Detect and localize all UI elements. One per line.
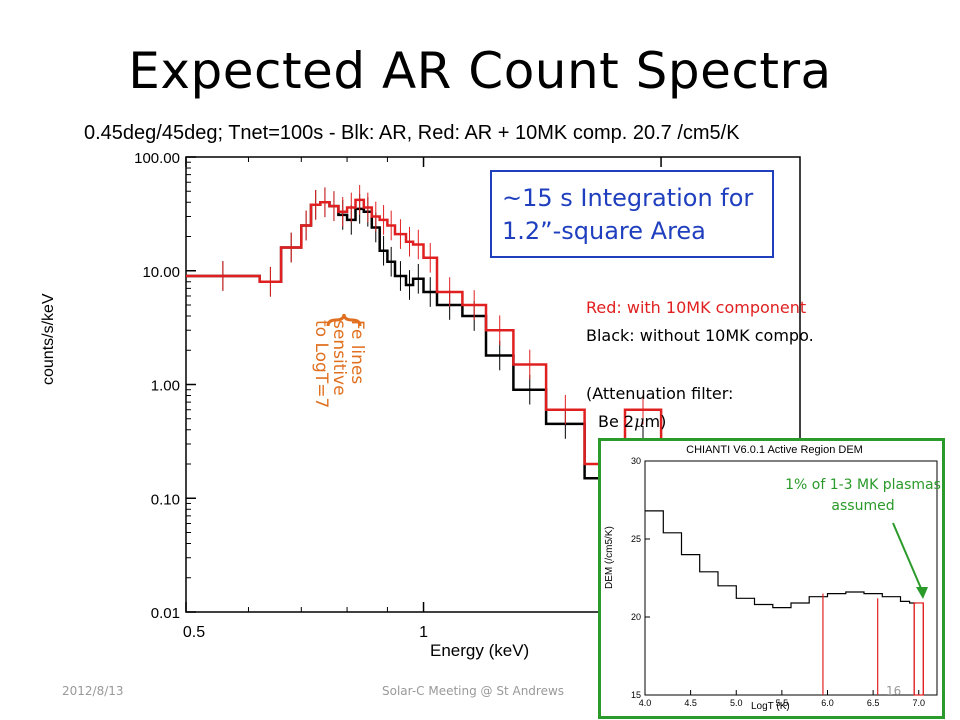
- inset-x-label: LogT (K): [751, 701, 790, 712]
- dem-inset: CHIANTI V6.0.1 Active Region DEM 4.0 4.5 5…: [598, 438, 945, 719]
- y-tick-label: 1.00: [151, 378, 180, 395]
- slide-title: Expected AR Count Spectra: [128, 42, 832, 100]
- plot-title: 0.45deg/45deg; Tnet=100s - Blk: AR, Red:…: [84, 122, 740, 144]
- series-line-1: [186, 198, 800, 559]
- filter-suffix: m): [644, 412, 667, 431]
- y-tick-label: 10.00: [142, 264, 180, 281]
- legend-black: Black: without 10MK compo.: [586, 326, 814, 345]
- inset-x-tick-label: 6.5: [867, 698, 880, 708]
- fe-line-2: sensitive: [329, 320, 349, 396]
- dem-red-box: [913, 602, 924, 696]
- inset-x-tick-label: 5.0: [730, 698, 743, 708]
- footer-date: 2012/8/13: [62, 684, 124, 698]
- y-tick-label: 0.01: [151, 605, 180, 622]
- fe-lines-annotation: Fe lines sensitive to LogT=7: [311, 320, 367, 409]
- annotation-arrow: [892, 522, 924, 594]
- inset-y-tick-label: 20: [631, 612, 641, 622]
- integration-callout: ~15 s Integration for 1.2”-square Area: [490, 170, 774, 258]
- x-tick-label: 1: [419, 624, 428, 641]
- callout-line-2: 1.2”-square Area: [502, 217, 706, 245]
- inset-x-tick-label: 4.5: [684, 698, 697, 708]
- inset-x-tick-label: 5.5: [776, 698, 789, 708]
- fe-line-3: to LogT=7: [311, 320, 331, 409]
- fe-brace: [326, 313, 362, 327]
- filter-line-2: Be 2μm): [598, 412, 666, 431]
- inset-annotation-text: 1% of 1-3 MK plasmas assumed: [785, 477, 941, 514]
- fe-line-1: Fe lines: [347, 320, 367, 385]
- inset-y-tick-label: 15: [631, 690, 641, 700]
- callout-line-1: ~15 s Integration for: [502, 184, 754, 212]
- inset-annotation: 1% of 1-3 MK plasmas assumed: [783, 475, 943, 517]
- inset-y-label: DEM (/cm5/K): [604, 526, 615, 589]
- inset-x-tick-label: 4.0: [639, 698, 652, 708]
- dem-chart: 4.0 4.5 5.0 5.5 6.0 6.5 7.0 15 20 25 30: [631, 456, 938, 708]
- filter-prefix: Be 2: [598, 412, 635, 431]
- y-tick-label: 0.10: [151, 491, 180, 508]
- inset-y-tick-label: 30: [631, 456, 641, 466]
- dem-curve: [645, 510, 916, 609]
- footer-page: 16: [886, 684, 902, 698]
- x-tick-label: 0.5: [183, 624, 205, 641]
- filter-line-1: (Attenuation filter:: [586, 384, 734, 403]
- arrow-head-icon: [916, 587, 928, 599]
- legend-red: Red: with 10MK component: [586, 298, 807, 317]
- y-tick-label: 100.00: [134, 150, 180, 167]
- inset-y-tick-label: 25: [631, 534, 641, 544]
- inset-x-tick-label: 6.0: [821, 698, 834, 708]
- micro-symbol: μ: [634, 412, 645, 431]
- inset-title: CHIANTI V6.0.1 Active Region DEM: [686, 444, 863, 456]
- y-axis-label: counts/s/keV: [40, 293, 57, 385]
- footer-center: Solar-C Meeting @ St Andrews: [382, 684, 565, 698]
- inset-frame: [644, 460, 938, 696]
- x-axis-label: Energy (keV): [430, 641, 530, 660]
- inset-x-tick-label: 7.0: [912, 698, 925, 708]
